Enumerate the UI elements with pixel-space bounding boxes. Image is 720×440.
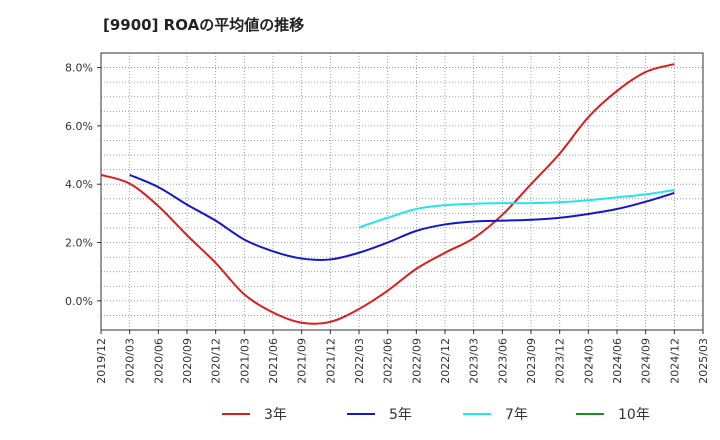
series-line-2 [129, 173, 675, 261]
chart-title: [9900] ROAの平均値の推移 [103, 16, 305, 34]
y-tick-label: 8.0% [65, 62, 93, 75]
x-tick-label: 2020/09 [181, 338, 194, 384]
x-tick-label: 2023/06 [496, 338, 509, 384]
x-tick-label: 2025/03 [697, 338, 710, 384]
x-tick-label: 2023/12 [554, 338, 567, 384]
x-tick-label: 2020/06 [152, 338, 165, 384]
grid-layer [101, 53, 703, 330]
x-tick-label: 2021/03 [238, 338, 251, 384]
x-tick-label: 2023/03 [468, 338, 481, 384]
y-tick-label: 2.0% [65, 237, 93, 250]
legend: 3年 5年 7年 10年 [222, 407, 650, 423]
x-tick-label: 2024/12 [668, 338, 681, 384]
x-tick-label: 2019/12 [95, 338, 108, 384]
x-tick-label: 2022/03 [353, 338, 366, 384]
series-line-3 [358, 189, 675, 229]
x-tick-label: 2024/09 [640, 338, 653, 384]
y-tick-label: 4.0% [65, 178, 93, 191]
x-tick-label: 2020/03 [124, 338, 137, 384]
legend-label: 3年 [264, 407, 287, 423]
x-tick-label: 2022/12 [439, 338, 452, 384]
legend-label: 5年 [389, 407, 412, 423]
x-tick-label: 2021/09 [296, 338, 309, 384]
x-tick-label: 2023/09 [525, 338, 538, 384]
x-tick-label: 2024/06 [611, 338, 624, 384]
series-layer [100, 63, 675, 325]
legend-label: 10年 [618, 407, 650, 423]
legend-label: 7年 [505, 407, 528, 423]
axis-layer: 8.0% 6.0% 4.0% 2.0% 0.0% 2019/12 2020/03 2020/0… [65, 52, 710, 384]
y-tick-label: 6.0% [65, 120, 93, 133]
x-tick-label: 2021/06 [267, 338, 280, 384]
x-tick-label: 2021/12 [324, 338, 337, 384]
series-line-1 [100, 63, 675, 325]
x-tick-label: 2020/12 [210, 338, 223, 384]
x-tick-label: 2022/09 [410, 338, 423, 384]
x-tick-label: 2022/06 [382, 338, 395, 384]
y-tick-label: 0.0% [65, 295, 93, 308]
x-tick-label: 2024/03 [582, 338, 595, 384]
plot-frame [100, 52, 704, 331]
